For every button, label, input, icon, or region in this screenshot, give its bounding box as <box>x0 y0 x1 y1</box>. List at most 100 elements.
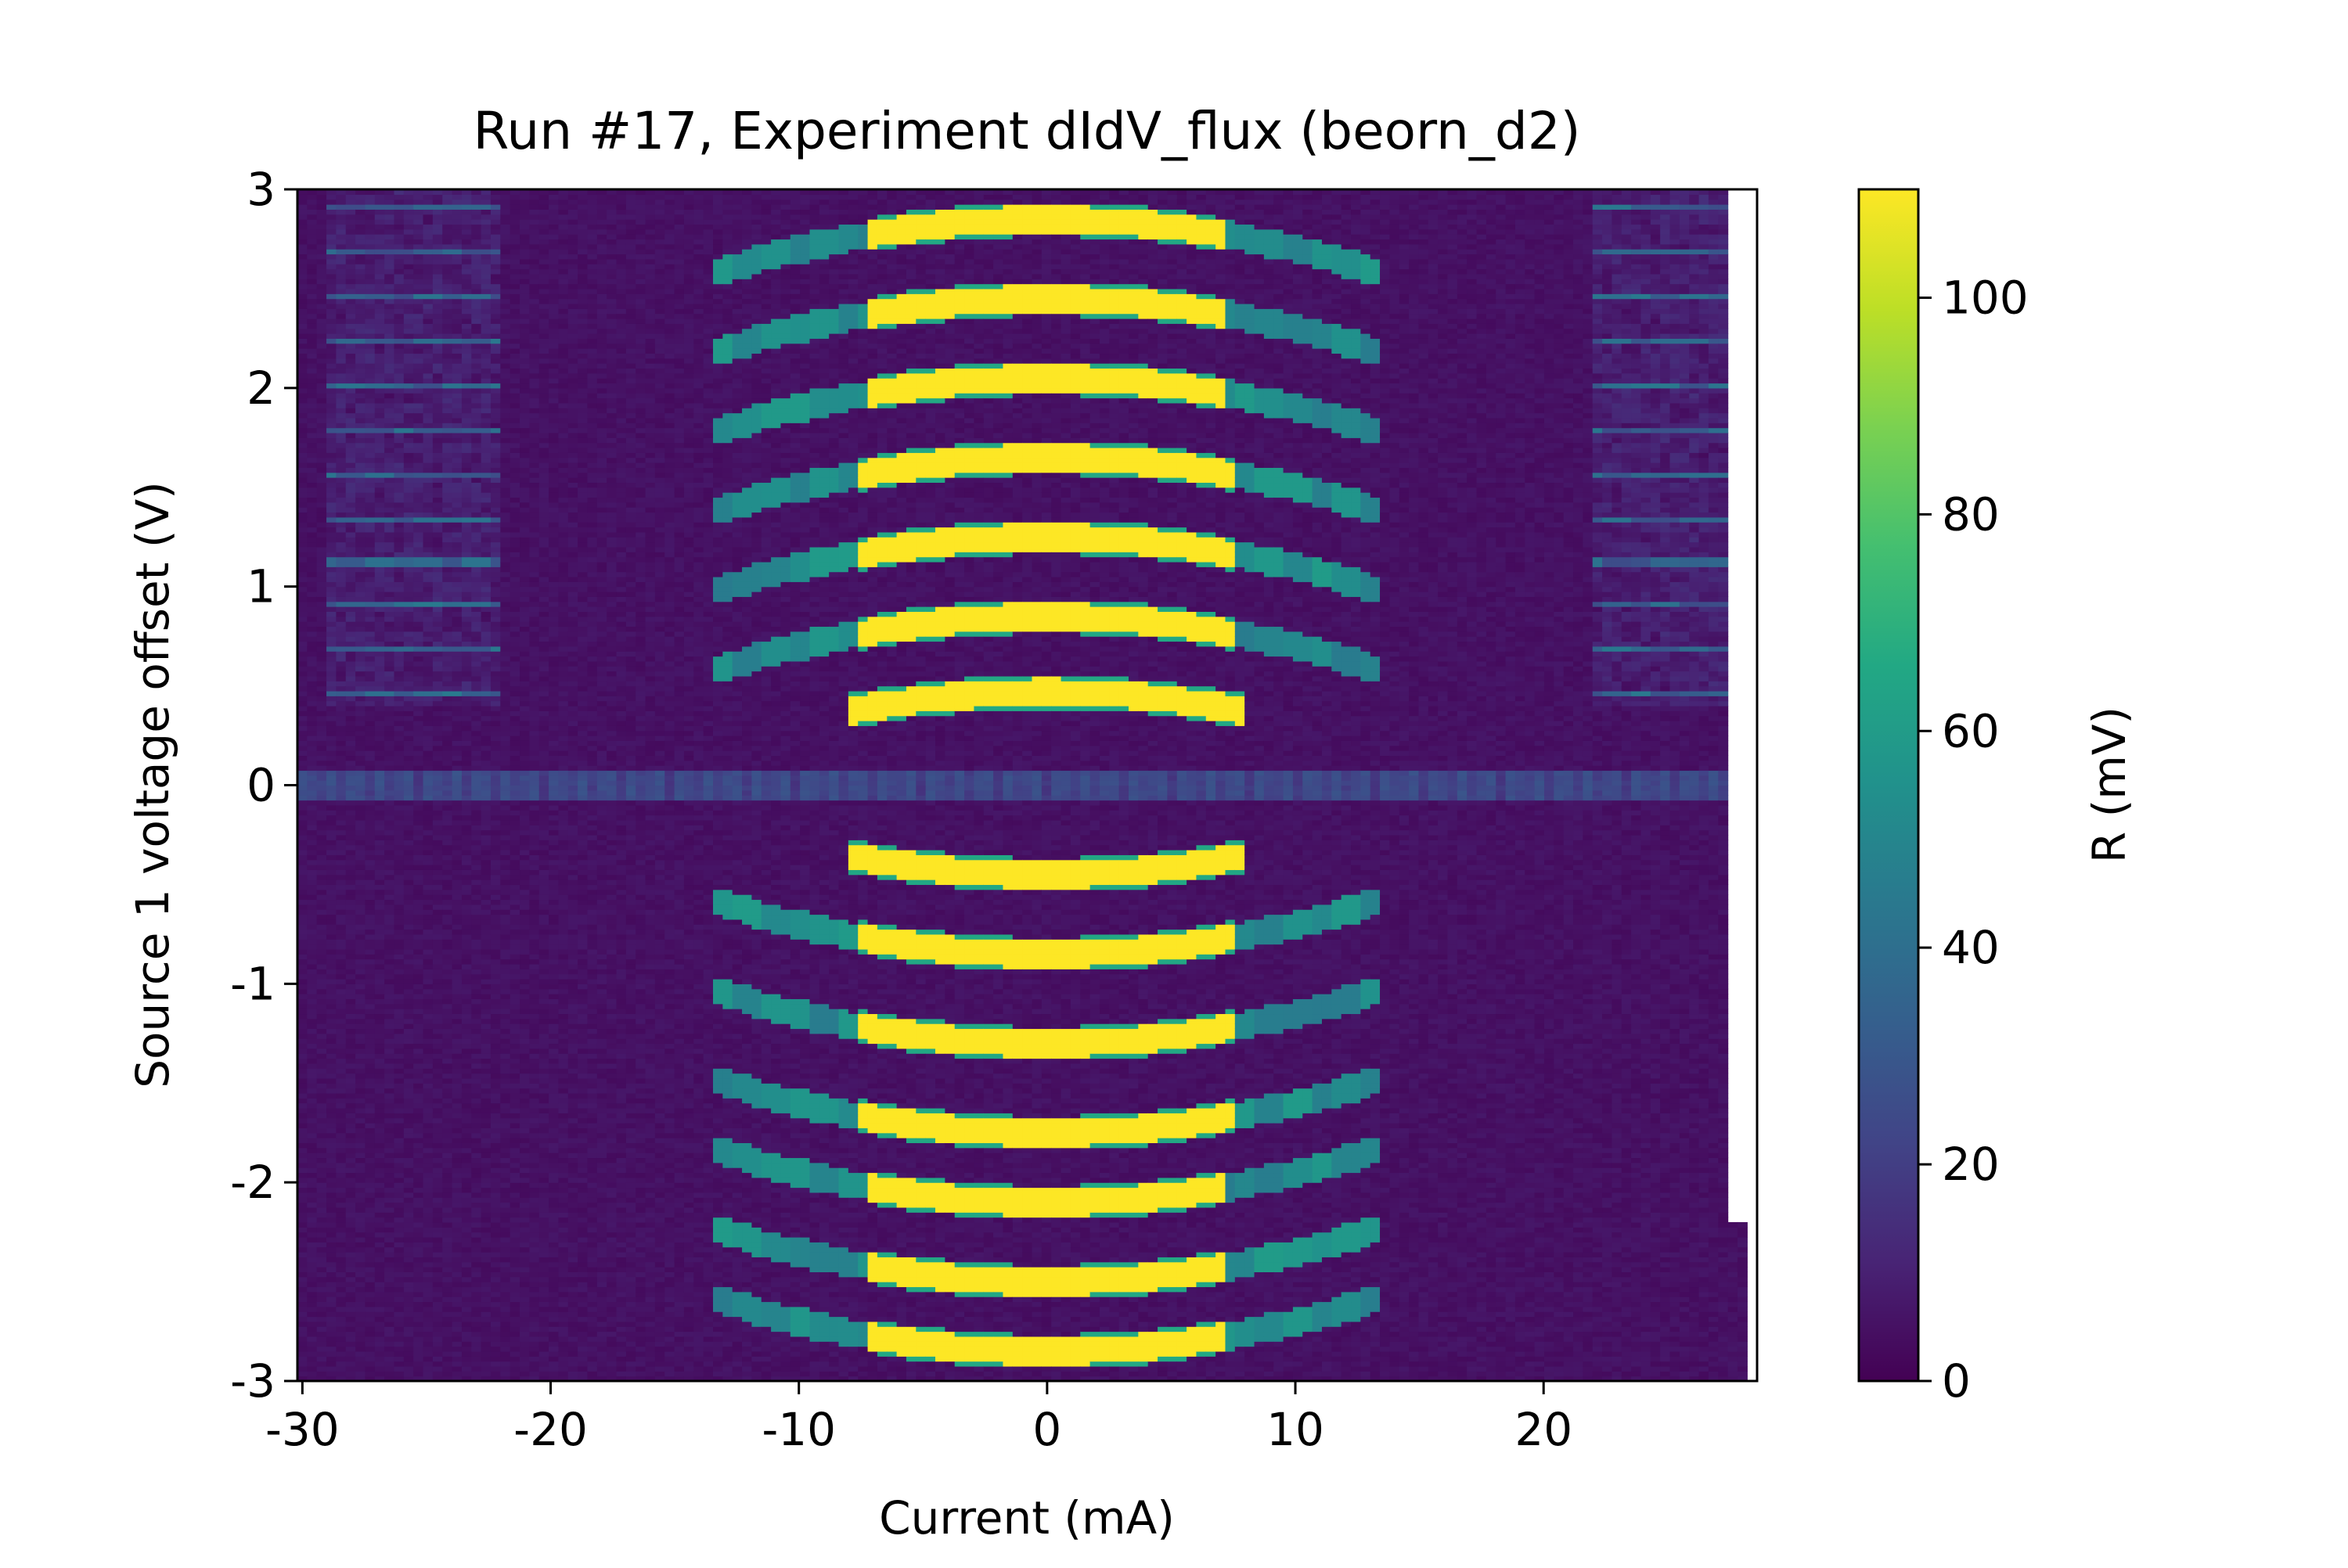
heatmap-cell <box>326 746 337 751</box>
heatmap-cell <box>355 1332 366 1337</box>
heatmap-cell <box>404 735 414 741</box>
heatmap-cell <box>365 1237 375 1243</box>
heatmap-cell <box>336 1172 346 1178</box>
heatmap-cell <box>336 810 346 815</box>
heatmap-cell <box>394 1098 404 1103</box>
heatmap-cell <box>394 1341 404 1347</box>
heatmap-cell <box>317 964 327 969</box>
heatmap-cell <box>365 209 375 214</box>
heatmap-cell <box>346 989 356 994</box>
heatmap-cell <box>365 219 375 225</box>
heatmap-cell <box>365 721 375 726</box>
heatmap-cell <box>355 497 366 502</box>
heatmap-cell <box>317 830 327 836</box>
heatmap-cell <box>346 930 356 935</box>
heatmap-cell <box>336 731 346 736</box>
heatmap-cell <box>375 602 385 607</box>
heatmap-cell <box>307 1227 317 1232</box>
heatmap-cell <box>384 1009 394 1014</box>
heatmap-cell <box>375 403 385 408</box>
heatmap-cell <box>336 1019 346 1024</box>
heatmap-cell <box>317 606 327 612</box>
heatmap-cell <box>346 939 356 944</box>
heatmap-cell <box>326 1142 337 1148</box>
heatmap-cell <box>346 602 356 607</box>
heatmap-cell <box>394 209 404 214</box>
heatmap-cell <box>384 710 394 716</box>
heatmap-cell <box>394 1332 404 1337</box>
heatmap-cell <box>297 1157 308 1163</box>
heatmap-cell <box>394 765 404 771</box>
heatmap-cell <box>326 502 337 508</box>
heatmap-cell <box>375 194 385 200</box>
heatmap-cell <box>365 1301 375 1307</box>
heatmap-cell <box>317 1048 327 1054</box>
heatmap-cell <box>355 547 366 552</box>
heatmap-cell <box>355 1301 366 1307</box>
heatmap-cell <box>355 1317 366 1322</box>
heatmap-cell <box>365 611 375 617</box>
heatmap-cell <box>336 1004 346 1009</box>
heatmap-cell <box>336 452 346 458</box>
heatmap-cell <box>365 428 375 433</box>
heatmap-cell <box>394 577 404 582</box>
heatmap-cell <box>307 890 317 895</box>
heatmap-cell <box>355 1078 366 1084</box>
heatmap-cell <box>336 984 346 989</box>
heatmap-cell <box>365 1167 375 1173</box>
heatmap-cell <box>326 527 337 533</box>
heatmap-cell <box>384 930 394 935</box>
heatmap-cell <box>297 964 308 969</box>
heatmap-cell <box>346 329 356 334</box>
heatmap-cell <box>297 1048 308 1054</box>
heatmap-cell <box>355 1212 366 1217</box>
heatmap-cell <box>297 790 308 796</box>
heatmap-cell <box>317 810 327 815</box>
heatmap-cell <box>336 735 346 741</box>
heatmap-cell <box>317 800 327 806</box>
heatmap-cell <box>326 1157 337 1163</box>
heatmap-cell <box>394 1048 404 1054</box>
heatmap-cell <box>355 835 366 840</box>
heatmap-cell <box>375 775 385 781</box>
heatmap-cell <box>307 924 317 930</box>
heatmap-cell <box>355 865 366 870</box>
heatmap-cell <box>307 1257 317 1262</box>
heatmap-cell <box>297 1336 308 1342</box>
heatmap-cell <box>307 587 317 592</box>
heatmap-cell <box>307 879 317 885</box>
heatmap-cell <box>317 577 327 582</box>
heatmap-cell <box>355 621 366 627</box>
heatmap-cell <box>365 1336 375 1342</box>
heatmap-cell <box>317 1093 327 1099</box>
heatmap-cell <box>336 1188 346 1193</box>
heatmap-cell <box>336 1301 346 1307</box>
heatmap-cell <box>404 786 414 791</box>
heatmap-cell <box>355 626 366 631</box>
heatmap-cell <box>297 562 308 567</box>
heatmap-cell <box>297 914 308 919</box>
heatmap-cell <box>326 1197 337 1203</box>
heatmap-cell <box>365 964 375 969</box>
heatmap-cell <box>307 1038 317 1044</box>
heatmap-cell <box>355 1351 366 1357</box>
heatmap-cell <box>346 378 356 383</box>
heatmap-cell <box>297 566 308 572</box>
heatmap-cell <box>375 790 385 796</box>
heatmap-cell <box>336 740 346 746</box>
heatmap-cell <box>394 1351 404 1357</box>
heatmap-cell <box>394 617 404 622</box>
heatmap-cell <box>346 805 356 811</box>
heatmap-cell <box>346 894 356 900</box>
heatmap-cell <box>365 686 375 692</box>
heatmap-cell <box>346 731 356 736</box>
heatmap-cell <box>326 200 337 205</box>
heatmap-cell <box>375 1138 385 1143</box>
heatmap-cell <box>375 1059 385 1064</box>
heatmap-cell <box>346 1322 356 1327</box>
heatmap-cell <box>355 517 366 523</box>
heatmap-cell <box>365 1098 375 1103</box>
heatmap-cell <box>297 1133 308 1138</box>
heatmap-cell <box>365 1053 375 1059</box>
heatmap-cell <box>404 731 414 736</box>
